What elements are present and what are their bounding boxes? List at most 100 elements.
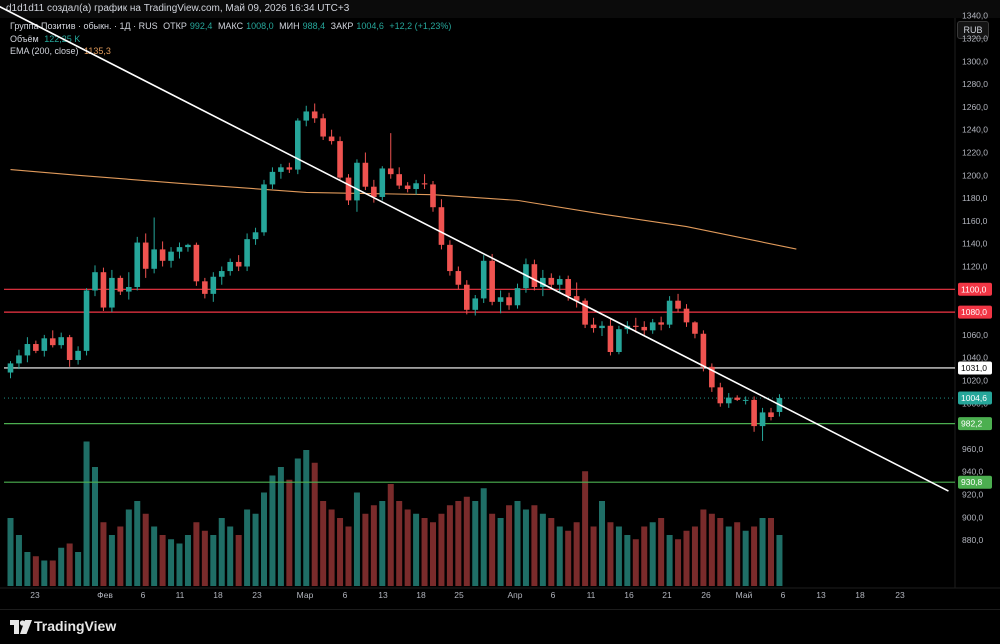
candle	[540, 269, 546, 297]
candle-body	[345, 177, 352, 201]
x-tick-label: 6	[343, 590, 348, 600]
volume-bar	[607, 522, 614, 586]
candle-body	[565, 279, 571, 297]
volume-bar	[193, 522, 200, 586]
candle	[548, 273, 555, 290]
candle	[218, 266, 225, 285]
candle-body	[700, 333, 707, 367]
volume-bar	[708, 513, 715, 586]
volume-bar	[100, 522, 107, 586]
ema-label[interactable]: EMA (200, close)	[10, 46, 79, 56]
candle	[227, 258, 233, 276]
candle	[590, 317, 597, 333]
volume-bar	[404, 509, 411, 586]
volume-bar	[734, 522, 741, 586]
level-tag: 1080,0	[961, 307, 987, 317]
candle	[675, 293, 681, 313]
y-tick-label: 1220,0	[962, 148, 988, 158]
candle-body	[117, 277, 124, 292]
candle-body	[590, 324, 597, 329]
candle	[633, 317, 639, 333]
candle-body	[100, 272, 107, 308]
volume-bar	[151, 526, 158, 586]
candle-body	[210, 276, 217, 294]
candle-body	[227, 261, 233, 272]
candle	[497, 290, 504, 314]
candle	[387, 133, 394, 179]
candle-body	[641, 326, 648, 331]
trendline	[0, 5, 949, 492]
candle	[531, 259, 538, 291]
volume-bar	[776, 535, 783, 586]
volume-bar	[387, 484, 394, 586]
candle-body	[92, 272, 98, 291]
candle-body	[404, 185, 411, 189]
volume-bar	[480, 488, 487, 586]
volume-bar	[675, 539, 682, 586]
candle-body	[455, 271, 462, 285]
candle-body	[185, 244, 191, 248]
volume-bar	[41, 560, 48, 586]
level-tag-bg	[958, 361, 992, 375]
volume-bar	[218, 518, 225, 586]
candle	[41, 334, 48, 357]
candle	[472, 295, 479, 316]
candle	[759, 407, 766, 441]
candle-body	[472, 298, 479, 310]
candle-body	[328, 136, 335, 142]
volume-bar	[751, 526, 758, 586]
y-tick-label: 1280,0	[962, 79, 988, 89]
x-tick-label: 18	[855, 590, 865, 600]
level-tag-bg	[958, 417, 992, 431]
y-tick-label: 1340,0	[962, 11, 988, 21]
x-tick-label: 18	[213, 590, 223, 600]
candle	[33, 340, 39, 354]
volume-bar	[92, 467, 98, 586]
x-tick-label: 6	[141, 590, 146, 600]
candle-body	[109, 277, 115, 308]
volume-bar	[522, 509, 529, 586]
close-label: ЗАКР	[330, 21, 354, 31]
volume-bar	[261, 492, 267, 586]
candle-body	[616, 329, 622, 352]
volume-bar	[328, 509, 335, 586]
candle-body	[168, 251, 174, 261]
candle-body	[666, 300, 673, 325]
volume-bar	[641, 526, 648, 586]
high-value: 1008,0	[246, 21, 274, 31]
candle-body	[768, 412, 774, 417]
last-price-tag-bg	[958, 391, 992, 405]
volume-bar	[227, 526, 234, 586]
candle	[7, 361, 14, 379]
candle	[83, 288, 90, 356]
x-tick-label: 18	[416, 590, 426, 600]
candle	[371, 179, 377, 203]
y-tick-label: 1260,0	[962, 102, 988, 112]
candle-body	[464, 284, 470, 310]
candle	[75, 346, 81, 365]
volume-bar	[446, 505, 453, 586]
price-chart[interactable]: 1340,0 1320,0 1300,0 1280,0 1260,0 1240,0 1220…	[0, 0, 1000, 609]
volume-label[interactable]: Объём	[10, 33, 39, 44]
candle-body	[649, 322, 656, 331]
volume-bar	[210, 535, 217, 586]
x-tick-label: 6	[551, 590, 556, 600]
candle-body	[218, 271, 225, 277]
level-tag: 930,8	[961, 477, 983, 487]
y-tick-label: 1160,0	[962, 216, 988, 226]
volume-bar	[345, 526, 352, 586]
currency-button[interactable]: RUB	[957, 21, 989, 39]
volume-bar	[489, 513, 496, 586]
symbol-name[interactable]: Группа Позитив · обыкн. · 1Д · RUS	[10, 21, 158, 31]
volume-bar	[66, 543, 73, 586]
candle	[337, 136, 343, 181]
volume-bar	[125, 509, 132, 586]
x-tick-label: Апр	[508, 590, 523, 600]
candle	[185, 243, 191, 252]
candle-body	[202, 281, 208, 294]
candle-body	[658, 322, 664, 325]
volume-bar	[455, 501, 462, 586]
candle	[421, 174, 428, 189]
candle	[109, 269, 115, 313]
candle-body	[303, 111, 310, 121]
